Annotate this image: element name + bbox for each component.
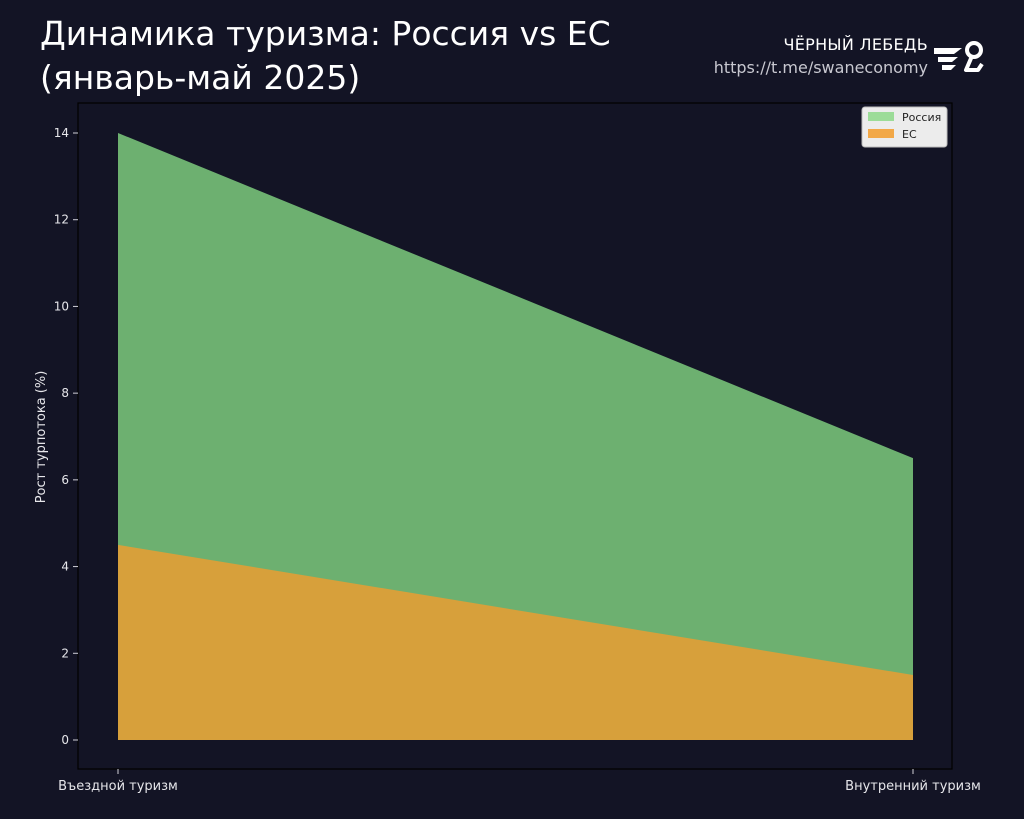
y-axis-label: Рост турпотока (%): [34, 371, 49, 504]
series-layer: [118, 133, 913, 740]
brand-block: ЧЁРНЫЙ ЛЕБЕДЬ https://t.me/swaneconomy: [714, 34, 928, 80]
title-line-1: Динамика туризма: Россия vs ЕС: [40, 14, 611, 53]
chart-title: Динамика туризма: Россия vs ЕС (январь-м…: [40, 12, 611, 100]
brand-name: ЧЁРНЫЙ ЛЕБЕДЬ: [783, 35, 928, 54]
swan-logo-icon: [934, 41, 984, 72]
y-tick-label: 14: [54, 126, 69, 140]
x-tick-label: Въездной туризм: [58, 779, 178, 794]
y-tick-label: 2: [61, 646, 69, 660]
area-eu: [118, 544, 913, 740]
legend-label: Россия: [902, 111, 941, 124]
y-tick-label: 6: [61, 473, 69, 487]
legend-label: ЕС: [902, 128, 917, 141]
legend-swatch: [868, 129, 894, 138]
y-tick-label: 4: [61, 560, 69, 574]
brand-link[interactable]: https://t.me/swaneconomy: [713, 58, 928, 77]
y-tick-label: 10: [54, 299, 69, 313]
y-tick-label: 8: [61, 386, 69, 400]
y-tick-label: 12: [54, 213, 69, 227]
legend: Россия ЕС: [861, 106, 948, 148]
legend-swatch: [868, 112, 894, 121]
title-line-2: (январь-май 2025): [40, 58, 361, 97]
axis-layer: 0 2 4 6 8 10 12 14 Въездной туризм Внутренний тур…: [54, 126, 981, 794]
y-tick-label: 0: [61, 733, 69, 747]
x-tick-label: Внутренний туризм: [845, 779, 981, 794]
